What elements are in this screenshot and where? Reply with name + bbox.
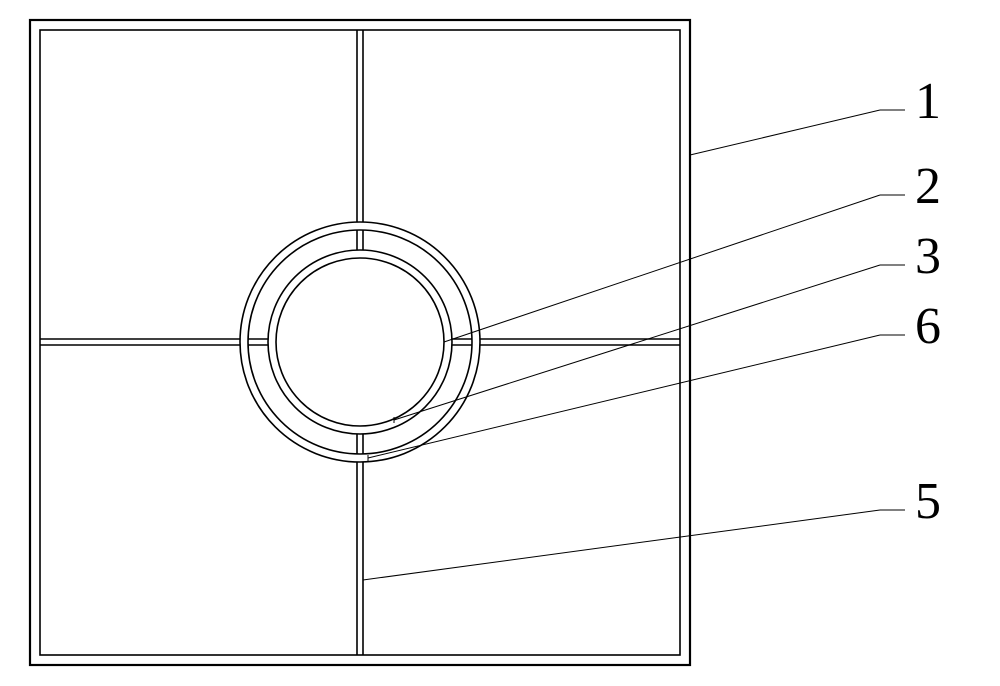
leader-diag-5 <box>363 510 880 580</box>
inner-frame <box>40 30 680 655</box>
outer-ring-inner <box>248 230 472 454</box>
outer-frame <box>30 20 690 665</box>
leader-diag-1 <box>690 110 880 155</box>
callout-3: 3 <box>394 228 941 423</box>
callout-2: 2 <box>444 158 941 345</box>
label-2: 2 <box>915 158 941 215</box>
callout-5: 5 <box>363 473 941 583</box>
leader-diag-2 <box>444 195 880 342</box>
inner-ring-inner <box>276 258 444 426</box>
label-1: 1 <box>915 73 941 130</box>
label-5: 5 <box>915 473 941 530</box>
label-6: 6 <box>915 298 941 355</box>
leader-diag-6 <box>368 335 880 458</box>
callout-1: 1 <box>690 73 941 158</box>
callout-6: 6 <box>368 298 941 461</box>
inner-ring-outer <box>268 250 452 434</box>
label-3: 3 <box>915 228 941 285</box>
